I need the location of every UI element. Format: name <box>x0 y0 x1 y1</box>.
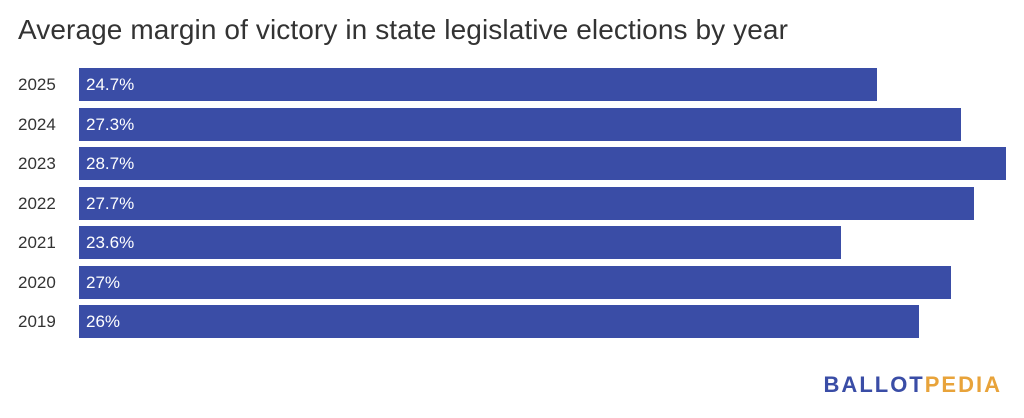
category-label-2024: 2024 <box>18 115 56 134</box>
bar-2023 <box>79 147 1006 180</box>
bar-row-2021: 2021 23.6% <box>0 226 1024 259</box>
bar-2021 <box>79 226 841 259</box>
bar-row-2024: 2024 27.3% <box>0 108 1024 141</box>
category-label-2023: 2023 <box>18 154 56 173</box>
bar-2019 <box>79 305 919 338</box>
bar-value-label-2022: 27.7% <box>86 194 135 213</box>
bar-2025 <box>79 68 877 101</box>
bar-value-label-2025: 24.7% <box>86 75 135 94</box>
bar-value-label-2024: 27.3% <box>86 115 135 134</box>
category-label-2025: 2025 <box>18 75 56 94</box>
logo-text-pedia: PEDIA <box>924 372 1002 397</box>
bar-row-2023: 2023 28.7% <box>0 147 1024 180</box>
chart-title: Average margin of victory in state legis… <box>18 14 789 45</box>
bar-row-2025: 2025 24.7% <box>0 68 1024 101</box>
bar-value-label-2023: 28.7% <box>86 154 135 173</box>
ballotpedia-logo: BALLOTPEDIA <box>824 372 1002 398</box>
bar-value-label-2020: 27% <box>86 273 121 292</box>
bar-2020 <box>79 266 951 299</box>
bar-value-label-2019: 26% <box>86 312 121 331</box>
bar-row-2019: 2019 26% <box>0 305 1024 338</box>
category-label-2022: 2022 <box>18 194 56 213</box>
bar-2022 <box>79 187 974 220</box>
bar-row-2022: 2022 27.7% <box>0 187 1024 220</box>
bar-value-label-2021: 23.6% <box>86 233 135 252</box>
category-label-2019: 2019 <box>18 312 56 331</box>
bar-row-2020: 2020 27% <box>0 266 1024 299</box>
category-label-2021: 2021 <box>18 233 56 252</box>
bar-2024 <box>79 108 961 141</box>
category-label-2020: 2020 <box>18 273 56 292</box>
logo-text-ballot: BALLOT <box>823 372 925 397</box>
